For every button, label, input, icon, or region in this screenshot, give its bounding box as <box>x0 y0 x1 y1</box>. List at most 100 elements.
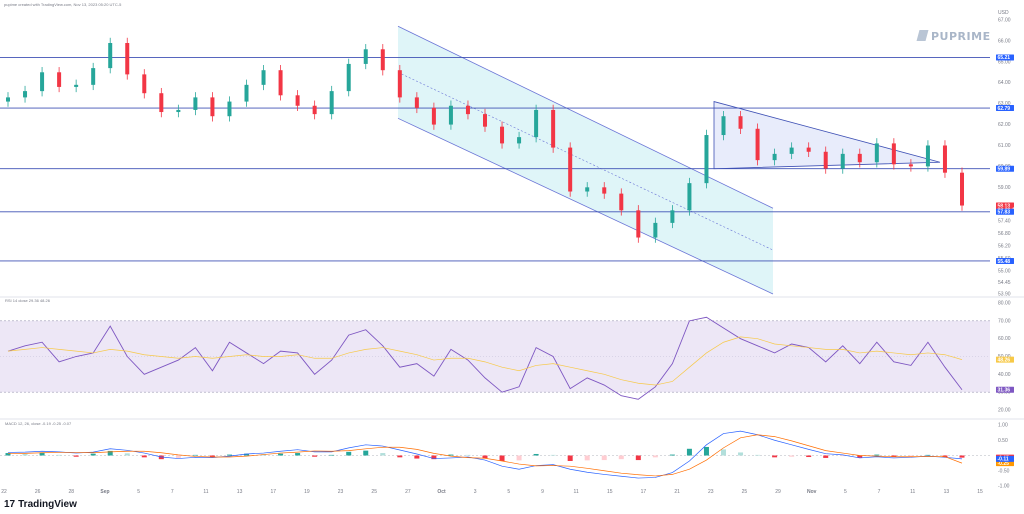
price-tag-label: 58.13 <box>998 203 1011 209</box>
price-tick-label: 67.00 <box>998 18 1011 24</box>
date-tick-label: 29 <box>775 489 781 495</box>
price-tag-label: 55.48 <box>998 259 1011 265</box>
candle-body <box>670 210 675 223</box>
candle-body <box>295 95 300 106</box>
candle-body <box>278 70 283 96</box>
candle-body <box>23 91 28 98</box>
macd-histogram-bar <box>550 454 556 456</box>
candle-body <box>619 193 624 211</box>
candle-body <box>823 151 828 169</box>
candle-body <box>908 164 913 167</box>
rsi-tag-label: 48.26 <box>998 357 1011 363</box>
macd-histogram-bar <box>124 453 130 456</box>
candle-body <box>125 43 130 75</box>
macd-histogram-bar <box>721 449 726 456</box>
macd-histogram-bar <box>5 453 11 456</box>
date-tick-label: 7 <box>878 489 881 495</box>
candle-body <box>210 97 215 117</box>
candle-body <box>465 105 470 115</box>
date-tick-label: 13 <box>944 489 950 495</box>
candle-body <box>636 210 641 238</box>
date-tick-label: 11 <box>910 489 915 495</box>
candle-body <box>960 172 964 206</box>
date-tick-label: 5 <box>137 489 140 495</box>
macd-histogram-bar <box>448 454 454 456</box>
macd-histogram-bar <box>652 455 658 458</box>
tradingview-icon: 17 <box>4 499 16 510</box>
price-tick-label: 56.80 <box>998 231 1011 237</box>
macd-histogram-bar <box>397 455 403 458</box>
macd-histogram-bar <box>857 455 863 458</box>
macd-histogram-bar <box>499 455 505 461</box>
rsi-tick-label: 60.00 <box>998 336 1011 342</box>
candle-body <box>159 93 164 113</box>
macd-histogram-bar <box>703 446 709 456</box>
price-tick-label: 63.00 <box>998 101 1011 107</box>
date-tick-label: 15 <box>607 489 613 495</box>
channel-upper-line <box>397 25 774 209</box>
macd-legend: MACD 12, 26, close -0.19 -0.25 -0.07 <box>5 421 72 426</box>
date-tick-label: 28 <box>69 489 75 495</box>
price-tick-label: 53.90 <box>998 292 1011 298</box>
date-tick-label: Sep <box>100 489 109 495</box>
date-tick-label: 19 <box>304 489 310 495</box>
date-tick-label: 27 <box>405 489 411 495</box>
macd-histogram-bar <box>533 453 539 456</box>
price-tick-label: 57.40 <box>998 218 1011 224</box>
macd-histogram-bar <box>73 455 79 457</box>
macd-tag-label: -0.11 <box>998 457 1009 463</box>
macd-histogram-bar <box>380 453 386 456</box>
brand-logo: PUPRIME <box>916 30 991 43</box>
macd-histogram-bar <box>618 455 624 460</box>
candle-body <box>534 109 539 138</box>
macd-histogram-bar <box>738 452 744 456</box>
macd-histogram-bar <box>959 455 965 458</box>
candle-body <box>585 187 590 192</box>
brand-name: PUPRIME <box>931 30 991 43</box>
candle-body <box>91 68 96 85</box>
macd-histogram-bar <box>669 454 675 456</box>
price-tick-label: 61.00 <box>998 143 1011 149</box>
macd-histogram-bar <box>90 453 96 456</box>
date-tick-label: 25 <box>371 489 377 495</box>
macd-histogram-bar <box>823 455 829 458</box>
candle-body <box>806 147 811 152</box>
price-tick-label: 55.00 <box>998 268 1011 274</box>
chart-header: pupime created with TradingView.com, Nov… <box>4 2 122 7</box>
candle-body <box>227 101 232 117</box>
macd-histogram-bar <box>925 454 931 456</box>
macd-histogram-bar <box>516 455 522 461</box>
candle-body <box>108 43 113 69</box>
candle-body <box>891 143 896 165</box>
price-tick-label: 64.00 <box>998 80 1011 86</box>
candle-body <box>568 147 573 192</box>
candle-body <box>500 126 505 144</box>
candle-body <box>483 114 487 127</box>
rsi-tick-label: 70.00 <box>998 318 1011 324</box>
price-tick-label: 65.00 <box>998 59 1011 65</box>
macd-histogram-bar <box>244 453 249 456</box>
rsi-tick-label: 80.00 <box>998 301 1011 307</box>
candle-body <box>176 109 181 113</box>
candle-body <box>925 145 930 167</box>
macd-histogram-bar <box>772 455 778 458</box>
candle-body <box>193 97 198 110</box>
macd-histogram-bar <box>329 454 335 456</box>
candle-body <box>40 72 45 92</box>
date-tick-label: 11 <box>203 489 208 495</box>
macd-tick-label: 1.00 <box>998 423 1008 429</box>
candle-body <box>380 49 385 71</box>
candle-body <box>363 49 368 64</box>
date-tick-label: 13 <box>237 489 243 495</box>
candle-body <box>397 70 402 98</box>
rsi-tag-label: 31.36 <box>998 388 1011 394</box>
candle-body <box>551 109 556 148</box>
candle-body <box>6 97 10 102</box>
descending-channel-fill <box>398 26 773 294</box>
macd-histogram-bar <box>312 455 318 457</box>
signal-line <box>7 434 963 477</box>
candle-body <box>431 107 436 125</box>
macd-histogram-bar <box>226 454 232 456</box>
macd-tag <box>996 455 1014 462</box>
